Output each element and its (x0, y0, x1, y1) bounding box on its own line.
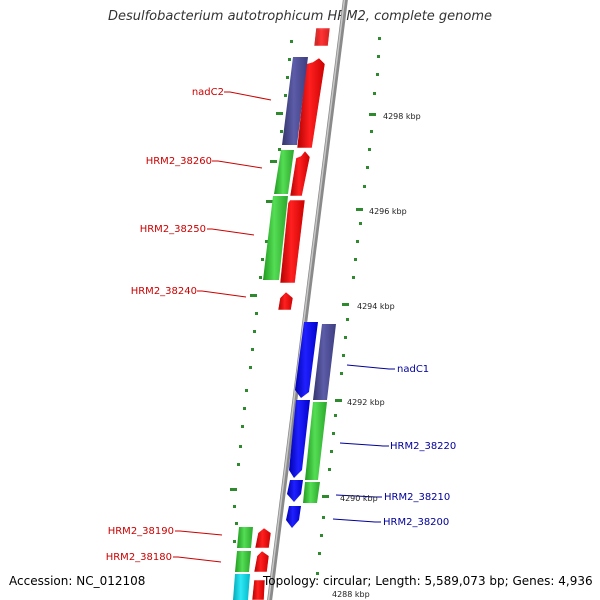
topology-text: Topology: circular; Length: 5,589,073 bp… (263, 574, 593, 588)
gene-green (274, 150, 294, 194)
right-gene-labels: nadC1 HRM2_38220 HRM2_38210 HRM2_38200 (383, 364, 456, 528)
gene-red (251, 579, 266, 600)
gene-purple (282, 57, 308, 145)
gene-label-hrm2-38250: HRM2_38250 (140, 224, 206, 235)
outer-scale-ticks (316, 37, 381, 575)
scale-labels: 4298 kbp 4296 kbp 4294 kbp 4292 kbp 4290… (332, 112, 421, 599)
gene-purple (313, 324, 336, 400)
scale-label: 4294 kbp (357, 302, 395, 311)
gene-label-hrm2-38260: HRM2_38260 (146, 156, 212, 167)
gene-blue (295, 322, 318, 398)
scale-label: 4296 kbp (369, 207, 407, 216)
left-leader-lines (173, 91, 272, 563)
gene-label-nadc2: nadC2 (192, 87, 224, 98)
gene-blue (289, 400, 310, 478)
gene-green (305, 402, 327, 480)
scale-label: 4298 kbp (383, 112, 421, 121)
gene-label-hrm2-38240: HRM2_38240 (131, 286, 197, 297)
gene-label-hrm2-38180: HRM2_38180 (106, 552, 172, 563)
gene-red (279, 199, 306, 284)
gene-blue (287, 480, 303, 502)
right-leader-lines (332, 364, 395, 523)
gene-cyan (233, 574, 250, 600)
gene-blue (286, 506, 301, 528)
gene-green (237, 527, 253, 548)
gene-label-hrm2-38200: HRM2_38200 (383, 517, 449, 528)
scale-label: 4292 kbp (347, 398, 385, 407)
accession-text: Accession: NC_012108 (9, 574, 146, 588)
left-gene-labels: nadC2 HRM2_38260 HRM2_38250 HRM2_38240 H… (106, 87, 224, 563)
inner-scale-ticks (230, 40, 293, 543)
genes-left-strand (233, 57, 308, 600)
gene-green (263, 196, 288, 280)
scale-label: 4290 kbp (340, 494, 378, 503)
gene-label-hrm2-38190: HRM2_38190 (108, 526, 174, 537)
map-title: Desulfobacterium autotrophicum HRM2, com… (107, 9, 493, 24)
genes-right-strand (286, 322, 336, 528)
genes-red-strand (251, 27, 331, 600)
backbone (267, 0, 348, 600)
gene-label-hrm2-38220: HRM2_38220 (390, 441, 456, 452)
gene-red (289, 150, 311, 197)
gene-red (277, 291, 294, 311)
gene-red (254, 527, 272, 549)
scale-label: 4288 kbp (332, 590, 370, 599)
gene-red (313, 27, 331, 47)
gene-red (253, 550, 270, 573)
gene-label-nadc1: nadC1 (397, 364, 429, 375)
gene-green (235, 551, 251, 572)
gene-green (303, 482, 320, 503)
gene-label-hrm2-38210: HRM2_38210 (384, 492, 450, 503)
